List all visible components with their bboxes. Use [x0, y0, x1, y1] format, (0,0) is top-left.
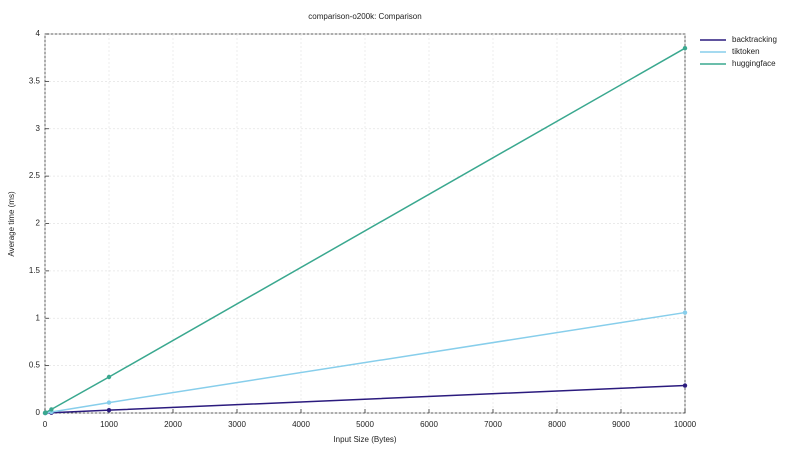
x-tick-label: 4000: [292, 420, 310, 429]
series-line: [45, 384, 686, 414]
x-axis-label: Input Size (Bytes): [333, 435, 396, 444]
legend-label: tiktoken: [732, 47, 760, 56]
y-tick-label: 0.5: [29, 361, 41, 370]
chart-title: comparison-o200k: Comparison: [308, 12, 421, 21]
x-tick-label: 8000: [548, 420, 566, 429]
y-tick-label: 2.5: [29, 171, 41, 180]
y-tick-label: 4: [36, 29, 41, 38]
x-tick-label: 3000: [228, 420, 246, 429]
point: [49, 407, 54, 412]
point: [43, 410, 48, 415]
legend-label: huggingface: [732, 59, 776, 68]
x-tick-label: 7000: [484, 420, 502, 429]
point: [682, 383, 688, 388]
y-tick-label: 1.5: [29, 266, 41, 275]
x-tick-label: 2000: [164, 420, 182, 429]
x-tick-label: 10000: [674, 420, 697, 429]
point: [106, 400, 112, 405]
y-tick-label: 0: [36, 408, 41, 417]
point: [106, 374, 112, 380]
x-tick-label: 6000: [420, 420, 438, 429]
y-tick-label: 3: [36, 124, 41, 133]
x-tick-label: 1000: [100, 420, 118, 429]
y-tick-label: 1: [36, 313, 41, 322]
legend-label: backtracking: [732, 35, 777, 44]
x-tick-label: 9000: [612, 420, 630, 429]
y-tick-label: 3.5: [29, 76, 41, 85]
y-axis-label: Average time (ms): [7, 191, 16, 257]
x-tick-label: 5000: [356, 420, 374, 429]
point: [682, 46, 688, 51]
point: [682, 310, 688, 315]
point: [106, 407, 112, 413]
y-tick-label: 2: [36, 219, 41, 228]
x-tick-label: 0: [43, 420, 48, 429]
